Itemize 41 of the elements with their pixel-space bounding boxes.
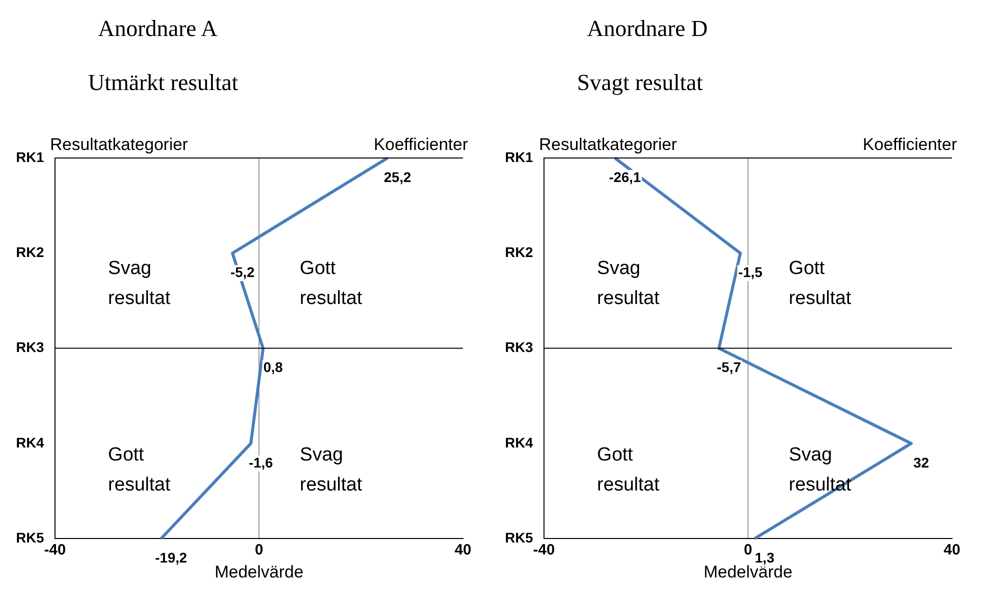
y-tick-label: RK4 [504,434,534,450]
data-label: -1,5 [738,264,763,280]
x-tick-label: 40 [454,542,472,559]
y-tick-label: RK4 [16,434,44,450]
x-tick-label: -40 [533,542,555,559]
data-label: -19,2 [155,549,188,566]
x-axis-title: Medelvärde [214,562,304,582]
annotation: Svag resultat [597,258,660,309]
annotation: Svag resultat [300,444,363,496]
data-label: -26,1 [608,168,642,185]
text: Resultatkategorier [539,135,678,154]
chart-subtitle: Svagt resultat [577,70,703,96]
annotation: Gott resultat [788,258,852,309]
x-tick-label: 0 [254,542,264,559]
y-tick-label: RK5 [504,529,534,546]
y-tick-label: RK1 [16,148,44,165]
chart-title: Anordnare D [587,16,708,42]
y-tick-label: RK3 [16,339,44,356]
y-tick-label: RK3 [504,339,534,356]
data-label: -1,6 [248,454,274,470]
data-label: 25,2 [384,168,412,185]
x-tick-label: -40 [44,542,66,559]
text: Koefficienter [862,135,958,154]
text: Koefficienter [374,135,468,154]
data-label: -5,2 [230,264,255,280]
annotation: Gott resultat [597,444,660,496]
y-tick-label: RK1 [504,148,534,165]
annotation: Svag resultat [108,258,172,309]
annotation: Gott resultat [300,258,363,309]
y-tick-label: RK5 [16,529,44,546]
data-label: 32 [913,454,930,470]
chart-subtitle: Utmärkt resultat [88,70,238,96]
data-label: -5,7 [716,359,742,376]
y-tick-label: RK2 [16,244,44,260]
text: Resultatkategorier [50,135,188,154]
chart-title: Anordnare A [98,16,218,42]
x-tick-label: 40 [944,542,960,559]
x-tick-label: 0 [744,542,752,559]
data-label: 0,8 [263,359,284,376]
y-tick-label: RK2 [504,244,534,260]
annotation: Gott resultat [108,444,172,496]
